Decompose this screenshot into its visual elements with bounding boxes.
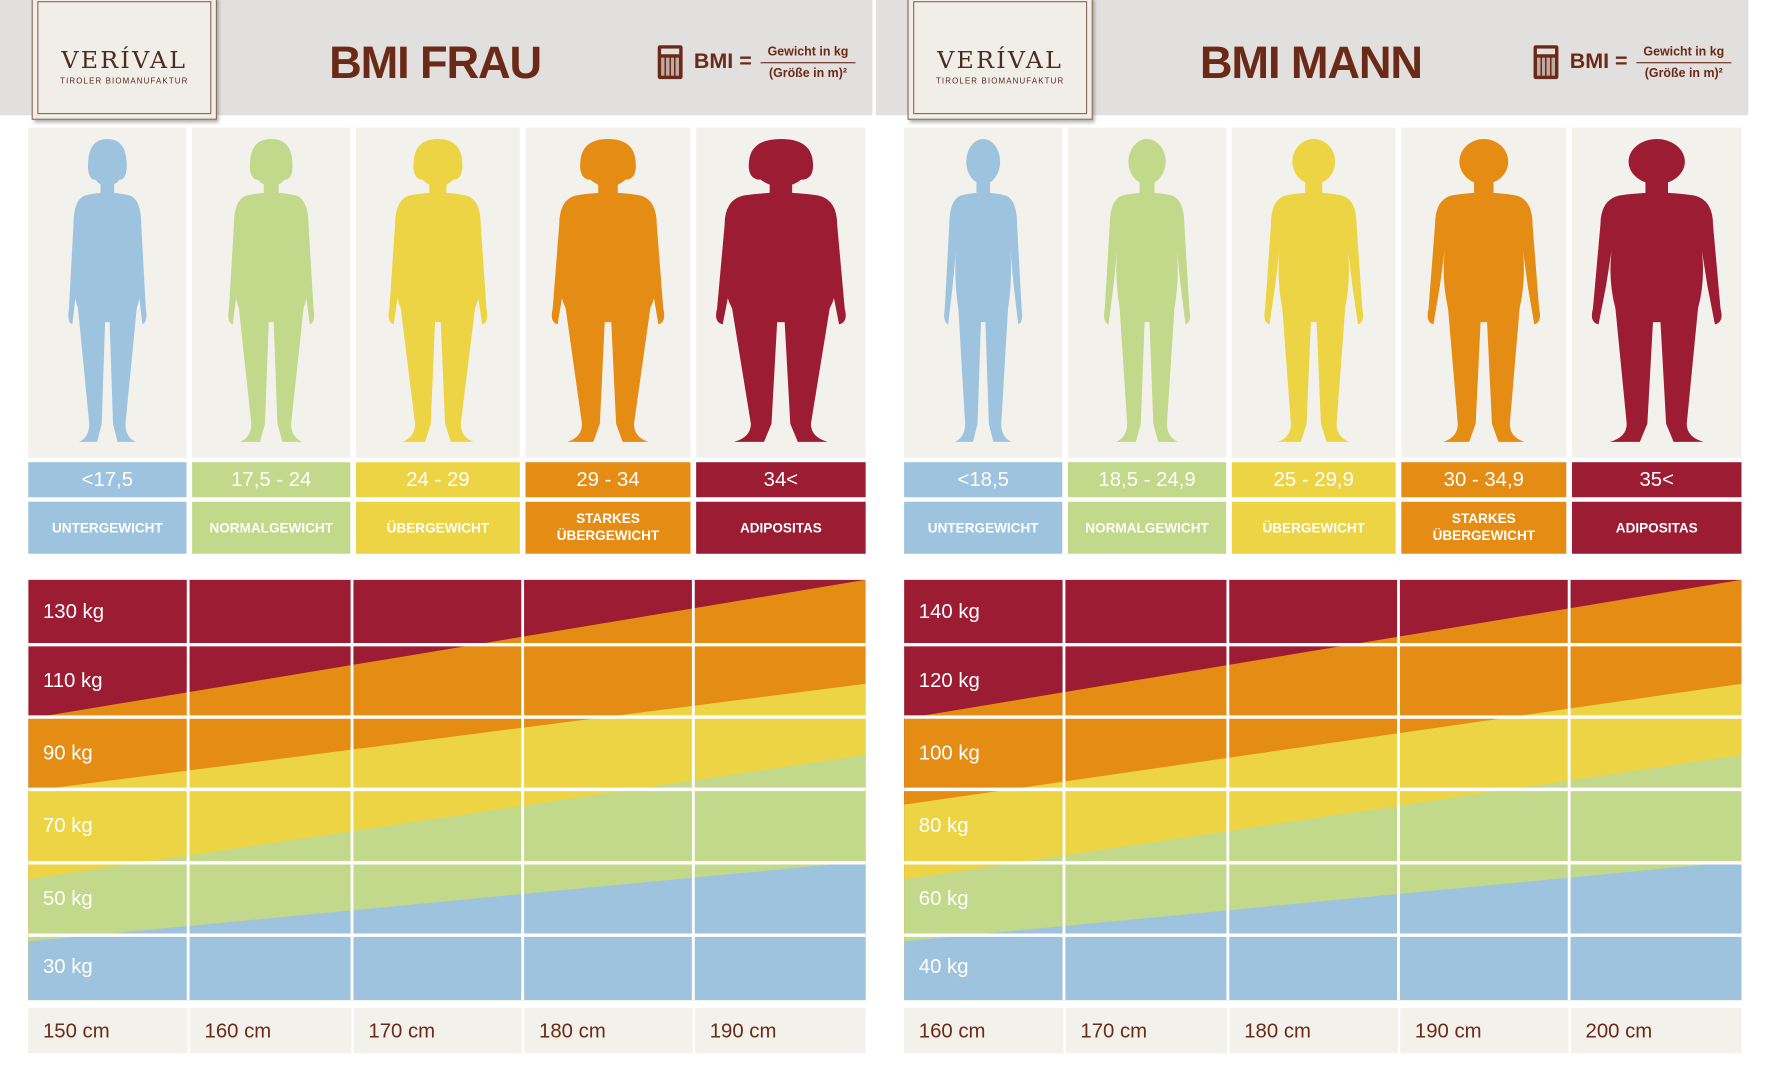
height-label: 190 cm: [695, 1008, 866, 1054]
height-label: 200 cm: [1570, 1008, 1742, 1054]
weight-label: 50 kg: [42, 886, 93, 910]
formula-denominator: (Größe in m)²: [768, 66, 847, 80]
bmi-range: 30 - 34,9: [1401, 462, 1567, 498]
weight-label: 80 kg: [918, 813, 969, 837]
panel-female: VERÍVAL TIROLER BIOMANUFAKTUR BMI FRAU BMI …: [0, 0, 876, 1080]
calculator-icon: [657, 45, 683, 80]
weight-label: 100 kg: [918, 740, 980, 764]
header: VERÍVAL TIROLER BIOMANUFAKTUR BMI MANN BMI …: [875, 0, 1749, 120]
panel-male: VERÍVAL TIROLER BIOMANUFAKTUR BMI MANN BMI …: [875, 0, 1752, 1080]
page-title: BMI FRAU: [329, 38, 542, 89]
female-silhouette-1: [192, 127, 351, 458]
male-body-icon: [1104, 139, 1191, 442]
height-label: 160 cm: [904, 1008, 1064, 1054]
weight-label: 40 kg: [918, 955, 969, 978]
formula-fraction: Gewicht in kg (Größe in m)²: [1636, 45, 1731, 80]
category-label: NORMALGEWICHT: [192, 501, 351, 554]
formula-label: BMI =: [1569, 49, 1628, 74]
female-body-icon: [68, 139, 147, 442]
height-label: 180 cm: [524, 1008, 693, 1054]
header: VERÍVAL TIROLER BIOMANUFAKTUR BMI FRAU BMI …: [0, 0, 873, 120]
weight-height-chart: 130 kg 110 kg 90 kg 70 kg 50 kg 30 kg: [28, 579, 866, 1001]
category-label: STARKES ÜBERGEWICHT: [525, 501, 691, 554]
logo-frame: [913, 1, 1088, 115]
category-label: UNTERGEWICHT: [904, 501, 1063, 554]
weight-label: 140 kg: [918, 599, 980, 623]
band-blue: [28, 861, 866, 1001]
male-silhouette-0: [904, 127, 1063, 458]
weight-label: 110 kg: [42, 668, 103, 692]
formula-fraction: Gewicht in kg (Größe in m)²: [760, 45, 856, 80]
bmi-range: 34<: [696, 462, 866, 498]
male-body-icon: [944, 139, 1023, 442]
logo: VERÍVAL TIROLER BIOMANUFAKTUR: [907, 0, 1093, 120]
logo-subtitle: TIROLER BIOMANUFAKTUR: [60, 77, 189, 86]
category-label: ÜBERGEWICHT: [355, 501, 520, 554]
logo-subtitle: TIROLER BIOMANUFAKTUR: [935, 77, 1065, 86]
category-label: ADIPOSITAS: [696, 501, 866, 554]
female-silhouette-2: [355, 127, 520, 458]
logo-frame: [37, 1, 212, 115]
formula-numerator: Gewicht in kg: [1636, 45, 1731, 63]
page-title: BMI MANN: [1199, 38, 1423, 89]
male-silhouette-3: [1401, 127, 1567, 458]
height-label: 170 cm: [353, 1008, 523, 1054]
weight-label: 90 kg: [42, 740, 93, 764]
formula-label: BMI =: [693, 49, 752, 74]
male-silhouette-1: [1067, 127, 1227, 458]
weight-label: 130 kg: [42, 599, 105, 623]
male-silhouette-2: [1231, 127, 1396, 458]
formula-numerator: Gewicht in kg: [760, 45, 856, 63]
logo-name: VERÍVAL: [61, 46, 188, 74]
category-label: ÜBERGEWICHT: [1231, 501, 1396, 554]
category-label: NORMALGEWICHT: [1067, 501, 1227, 554]
category-label: ADIPOSITAS: [1571, 501, 1742, 554]
height-label: 190 cm: [1400, 1008, 1569, 1054]
bmi-bands: [28, 579, 866, 1001]
bmi-range: 25 - 29,9: [1231, 462, 1396, 498]
female-silhouette-0: [28, 127, 187, 458]
height-label: 180 cm: [1229, 1008, 1398, 1054]
bmi-formula: BMI = Gewicht in kg (Größe in m)²: [657, 43, 856, 81]
formula-denominator: (Größe in m)²: [1644, 66, 1723, 80]
category-label: STARKES ÜBERGEWICHT: [1401, 501, 1567, 554]
height-label: 160 cm: [189, 1008, 352, 1054]
height-label: 150 cm: [28, 1008, 188, 1054]
female-silhouette-3: [525, 127, 691, 458]
logo-name: VERÍVAL: [937, 46, 1064, 74]
category-label: UNTERGEWICHT: [28, 501, 187, 554]
female-body-icon: [228, 139, 315, 442]
bmi-formula: BMI = Gewicht in kg (Größe in m)²: [1533, 43, 1731, 81]
logo: VERÍVAL TIROLER BIOMANUFAKTUR: [31, 0, 217, 120]
female-silhouette-4: [696, 127, 866, 458]
female-body-icon: [551, 139, 665, 442]
female-body-icon: [388, 139, 488, 442]
bmi-range: 18,5 - 24,9: [1067, 462, 1227, 498]
male-body-icon: [1427, 139, 1541, 442]
weight-label: 70 kg: [42, 813, 93, 837]
bmi-range: <17,5: [28, 462, 187, 498]
band-blue: [904, 861, 1742, 1001]
bmi-range: <18,5: [904, 462, 1063, 498]
male-silhouette-4: [1571, 127, 1742, 458]
weight-label: 30 kg: [42, 955, 93, 978]
female-body-icon: [716, 139, 846, 442]
bmi-bands: [904, 579, 1742, 1001]
bmi-range: 24 - 29: [355, 462, 520, 498]
bmi-range: 35<: [1571, 462, 1742, 498]
height-label: 170 cm: [1065, 1008, 1228, 1054]
weight-height-chart: 140 kg 120 kg 100 kg 80 kg 60 kg 40 kg: [904, 579, 1742, 1001]
male-body-icon: [1264, 139, 1364, 442]
bmi-range: 29 - 34: [525, 462, 691, 498]
male-body-icon: [1591, 139, 1722, 442]
bmi-range: 17,5 - 24: [192, 462, 351, 498]
weight-label: 60 kg: [918, 886, 969, 910]
calculator-icon: [1533, 45, 1559, 80]
weight-label: 120 kg: [918, 668, 980, 692]
